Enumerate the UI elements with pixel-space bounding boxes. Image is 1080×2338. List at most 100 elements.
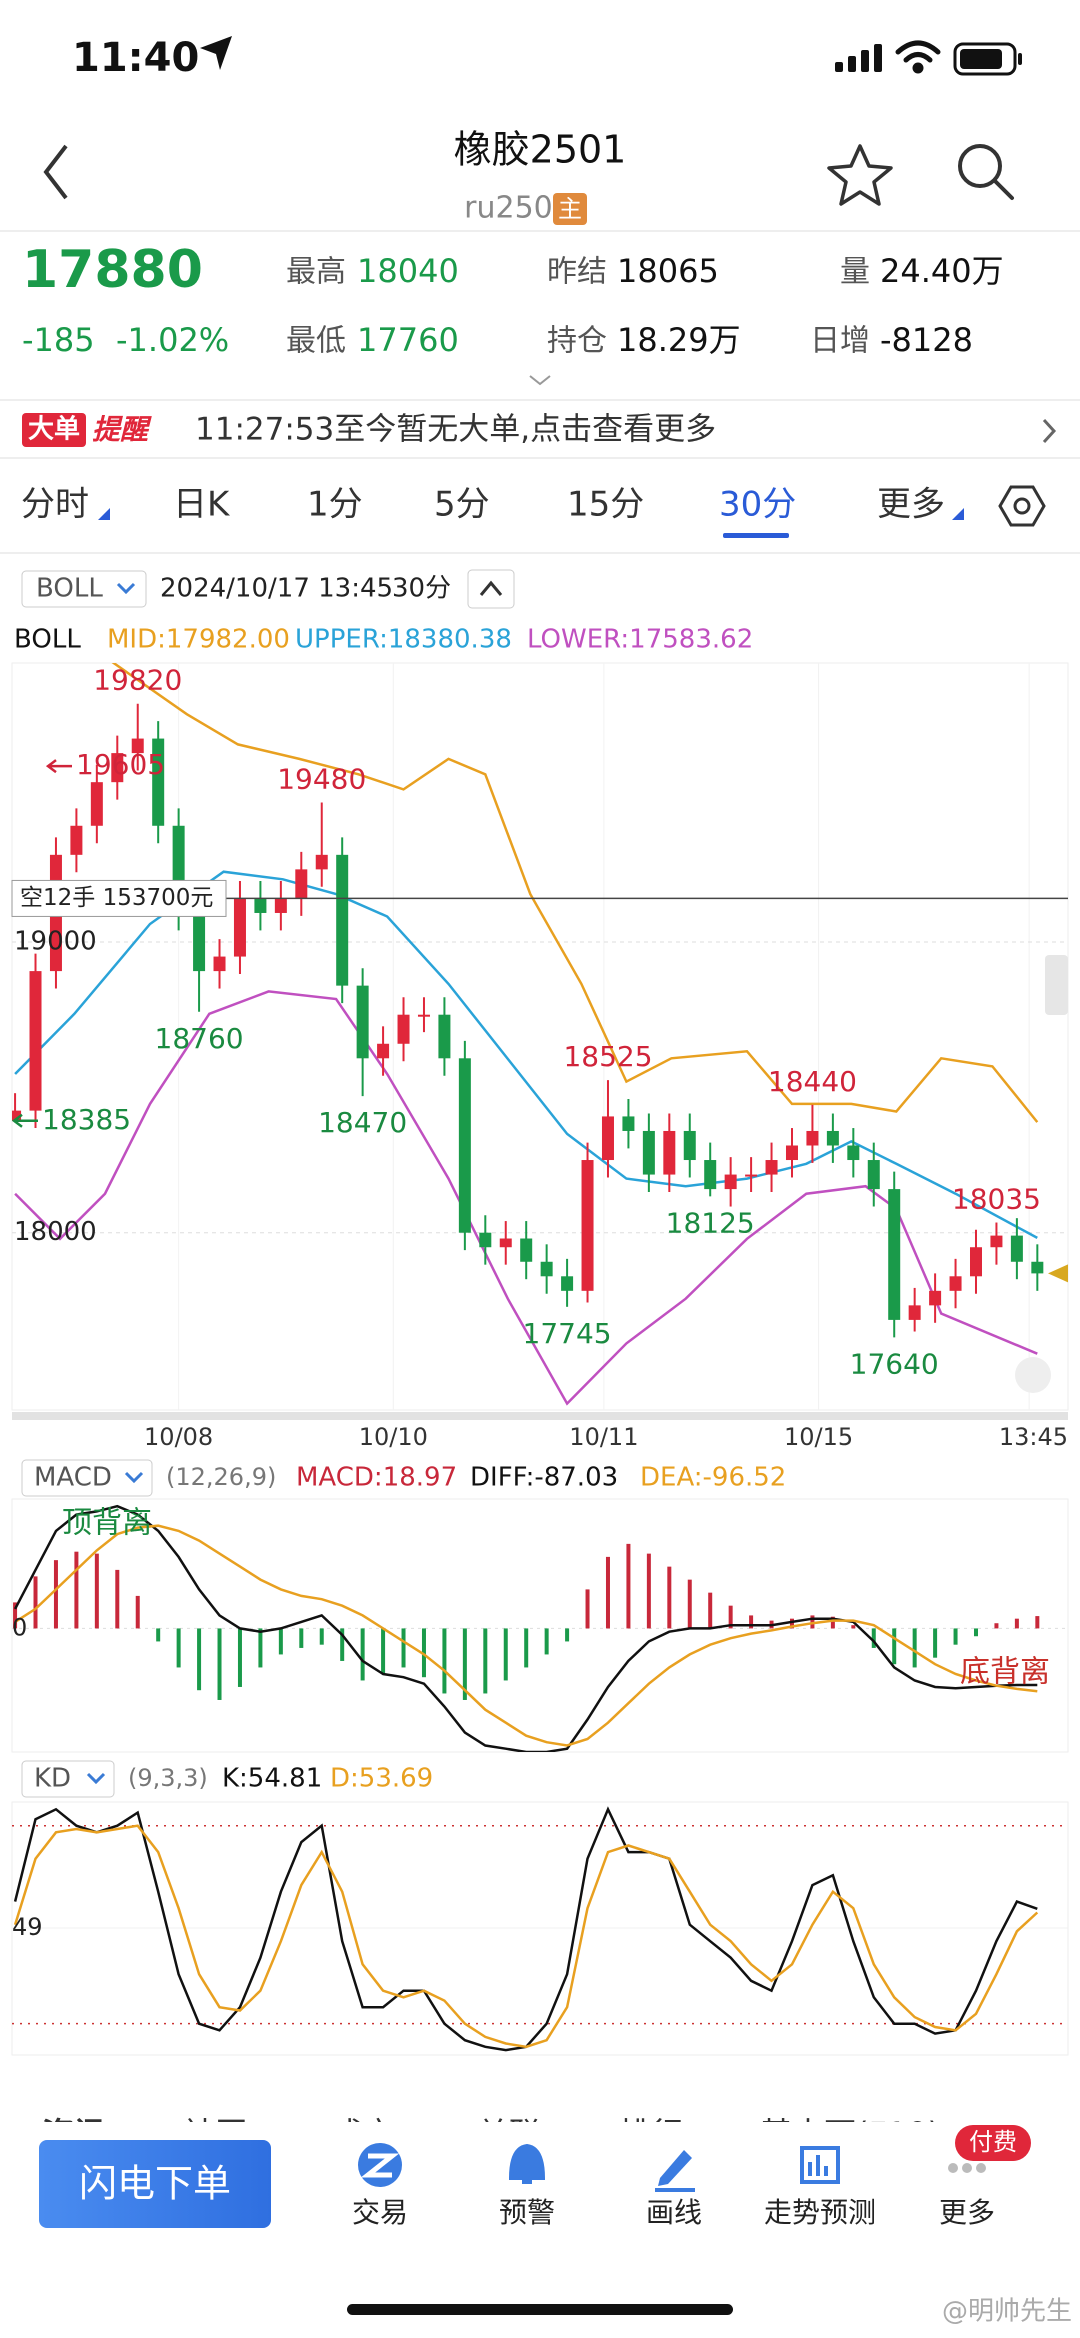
favorite-button[interactable] <box>827 144 893 206</box>
period-tab[interactable]: 1分 <box>307 485 363 525</box>
macd-bar <box>544 1628 549 1655</box>
candle-body <box>254 898 267 913</box>
candle-body <box>847 1145 860 1161</box>
period-tab[interactable]: 分时 <box>21 485 89 525</box>
macd-bar <box>381 1628 386 1674</box>
candle-body <box>785 1145 798 1161</box>
macd-bar <box>442 1628 447 1694</box>
divergence-label: 顶背离 <box>62 1506 152 1541</box>
candle-body <box>826 1130 839 1146</box>
legend-item: DIFF:-87.03 <box>470 1463 618 1493</box>
macd-bar <box>503 1628 508 1681</box>
candle-body <box>663 1130 676 1175</box>
indicator-select[interactable] <box>21 1760 115 1798</box>
candle-body <box>888 1189 901 1320</box>
legend-item: DEA:-96.52 <box>640 1463 786 1493</box>
bottom-tab: 基本面(F10) <box>760 2115 940 2153</box>
alert-message[interactable]: 11:27:53至今暂无大单,点击查看更多 <box>195 412 716 448</box>
period-tab[interactable]: 5分 <box>434 485 490 525</box>
position-box <box>11 879 227 917</box>
candle-body <box>908 1305 921 1320</box>
macd-bar <box>626 1543 631 1629</box>
low-label: 18125 <box>666 1206 755 1239</box>
macd-bar <box>483 1628 488 1694</box>
x-tick-label: 13:45 <box>999 1423 1068 1451</box>
macd-bar <box>708 1592 713 1629</box>
candle-body <box>315 854 328 870</box>
quick-order-button[interactable] <box>39 2140 271 2228</box>
divergence-label: 底背离 <box>960 1655 1050 1690</box>
candle-body <box>336 854 349 986</box>
price-change-pct: -1.02% <box>116 321 229 359</box>
price-mark-label: 19605 <box>76 748 165 781</box>
candle-body <box>622 1116 635 1131</box>
macd-bar <box>278 1628 283 1655</box>
nav-item[interactable]: 预警 <box>499 2196 555 2229</box>
candle-body <box>90 782 103 826</box>
macd-bar <box>994 1623 999 1629</box>
nav-item[interactable]: 更多 <box>939 2196 995 2229</box>
macd-bar <box>524 1628 529 1668</box>
low-label: 17745 <box>523 1317 612 1350</box>
candle-body <box>152 738 165 826</box>
quote-value: -8128 <box>880 321 973 359</box>
price-change: -185 <box>22 321 95 359</box>
high-label: 18525 <box>563 1040 652 1073</box>
dropdown-arrow <box>124 1471 144 1484</box>
legend-item: K:54.81 <box>222 1764 322 1794</box>
candle-body <box>111 753 124 783</box>
low-label: 17640 <box>850 1347 939 1380</box>
plot-area <box>12 1806 1068 2052</box>
indicator-select[interactable] <box>21 570 147 608</box>
candle-body <box>520 1238 533 1262</box>
last-price-marker <box>1048 1264 1068 1283</box>
period-tab[interactable]: 日K <box>173 485 231 525</box>
low-label: 18760 <box>155 1022 244 1055</box>
nav-item[interactable]: 画线 <box>646 2196 702 2229</box>
nav-item[interactable]: 交易 <box>352 2196 408 2229</box>
settings-button[interactable] <box>998 485 1046 527</box>
alert-arrow[interactable] <box>1042 418 1057 444</box>
macd-bar <box>912 1628 917 1668</box>
search-button[interactable] <box>958 144 1014 200</box>
period-tab[interactable]: 更多 <box>877 485 945 525</box>
candle-body <box>704 1160 717 1190</box>
candle-body <box>929 1290 942 1306</box>
price-mark-arrow <box>45 759 72 774</box>
nav-item[interactable]: 走势预测 <box>764 2196 876 2229</box>
candle-body <box>499 1238 512 1248</box>
y-tick-label: 49 <box>12 1913 43 1941</box>
candle-body <box>274 898 287 913</box>
kd-line <box>13 1824 1039 2049</box>
candle-body <box>1031 1261 1044 1274</box>
position-label: 空12手 153700元 <box>20 885 213 911</box>
tab-menu-arrow <box>98 508 110 520</box>
indicator-select[interactable] <box>21 1459 153 1497</box>
bottom-tab: 社区 <box>183 2115 247 2153</box>
candle-body <box>438 1014 451 1059</box>
boll-band <box>111 663 1039 1123</box>
indicator-name: BOLL <box>36 574 103 604</box>
alert-badge <box>22 413 86 447</box>
back-button[interactable] <box>43 144 68 200</box>
candle-body <box>601 1116 614 1161</box>
macd-bar <box>197 1628 202 1691</box>
paid-badge-text: 付费 <box>969 2128 1017 2156</box>
macd-bar <box>851 1625 856 1629</box>
period-tab[interactable]: 15分 <box>567 485 644 525</box>
expand-arrow[interactable] <box>529 375 551 386</box>
signal-icon <box>835 44 882 72</box>
candle-body <box>70 825 83 855</box>
macd-bar <box>585 1589 590 1629</box>
collapse-button[interactable] <box>467 569 515 609</box>
dropdown-arrow <box>86 1772 106 1785</box>
date-strip <box>12 1412 1068 1420</box>
quote-value: 18.29万 <box>617 321 741 359</box>
legend-item: LOWER:17583.62 <box>527 625 753 655</box>
high-label: 18035 <box>952 1183 1041 1216</box>
period-tab[interactable]: 30分 <box>719 485 796 525</box>
macd-line <box>14 1524 1038 1747</box>
x-tick-label: 10/10 <box>359 1423 428 1451</box>
tab-menu-arrow <box>952 508 964 520</box>
price-mark-label: 18385 <box>42 1103 131 1136</box>
